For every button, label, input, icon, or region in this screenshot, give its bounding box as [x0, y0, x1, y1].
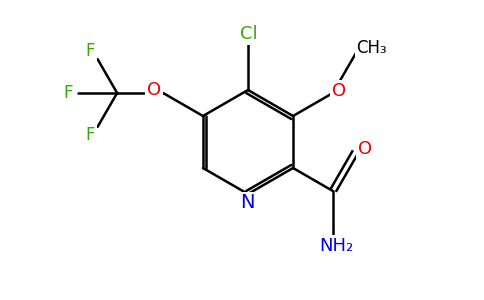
Text: CH₃: CH₃ [357, 39, 387, 57]
Text: N: N [240, 194, 254, 212]
Text: O: O [147, 81, 161, 99]
Text: F: F [86, 42, 95, 60]
Text: F: F [63, 84, 73, 102]
Text: O: O [358, 140, 372, 158]
Text: Cl: Cl [240, 25, 258, 43]
Text: NH₂: NH₂ [320, 237, 354, 255]
Text: O: O [332, 82, 346, 100]
Text: F: F [86, 126, 95, 144]
